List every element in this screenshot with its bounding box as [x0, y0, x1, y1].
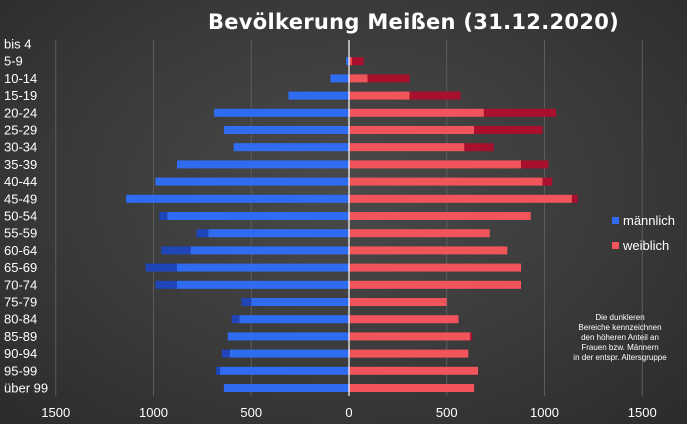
- category-label: 50-54: [4, 209, 37, 224]
- chart-annotation: Die dunkleren Bereiche kennzeichnen den …: [560, 313, 680, 363]
- bar-female-excess: [542, 177, 553, 186]
- bar-male-excess: [221, 349, 230, 358]
- bar-male: [229, 349, 349, 358]
- category-label: 5-9: [4, 54, 23, 69]
- bar-female: [349, 160, 522, 169]
- legend-label-male: männlich: [623, 213, 675, 228]
- bar-male: [223, 384, 349, 392]
- x-tick-label: 1500: [628, 405, 657, 420]
- bar-male-excess: [241, 298, 252, 306]
- category-label: 45-49: [4, 191, 37, 206]
- bar-female-excess: [474, 126, 543, 134]
- bar-male-excess: [216, 366, 220, 375]
- bar-female: [349, 143, 465, 152]
- bar-female-excess: [571, 194, 578, 203]
- bar-male-excess: [159, 212, 168, 220]
- bar-female-excess: [409, 91, 461, 100]
- category-label: 25-29: [4, 123, 37, 138]
- legend-label-female: weiblich: [622, 238, 669, 253]
- bar-male-excess: [155, 280, 177, 289]
- bar-female-excess: [483, 108, 557, 117]
- bar-male: [155, 177, 349, 186]
- annotation-line: Die dunkleren: [595, 313, 645, 322]
- category-label: 15-19: [4, 88, 37, 103]
- bar-male: [219, 366, 349, 375]
- bar-male-excess: [231, 315, 240, 324]
- bar-female: [349, 126, 475, 134]
- bar-male: [176, 263, 349, 272]
- category-label: bis 4: [4, 37, 31, 52]
- category-label: 35-39: [4, 157, 37, 172]
- bar-female: [349, 246, 508, 255]
- bar-female: [349, 349, 469, 358]
- bar-female: [349, 108, 484, 117]
- bar-male-excess: [145, 263, 177, 272]
- bar-female: [349, 315, 459, 324]
- bar-male: [167, 212, 349, 220]
- category-label: 65-69: [4, 260, 37, 275]
- legend-swatch-male: [612, 217, 619, 224]
- x-tick-label: 1000: [530, 405, 559, 420]
- bar-male: [251, 298, 349, 306]
- bar-female: [349, 298, 447, 306]
- bar-male: [227, 332, 349, 341]
- bar-female: [349, 212, 531, 220]
- bar-female: [349, 366, 479, 375]
- category-label: 90-94: [4, 346, 37, 361]
- category-label: 55-59: [4, 226, 37, 241]
- x-tick-label: 500: [436, 405, 458, 420]
- bar-male-excess: [196, 229, 209, 238]
- bar-male: [126, 194, 349, 203]
- bar-female: [349, 74, 368, 83]
- bar-female-excess: [464, 143, 494, 152]
- bar-male: [223, 126, 349, 134]
- chart-title: Bevölkerung Meißen (31.12.2020): [207, 10, 620, 34]
- bar-female: [349, 229, 490, 238]
- bar-female: [349, 194, 572, 203]
- bar-male: [176, 160, 349, 169]
- category-label: 70-74: [4, 277, 37, 292]
- category-label: 40-44: [4, 174, 37, 189]
- bar-male: [288, 91, 349, 100]
- bar-male-excess: [161, 246, 191, 255]
- bar-male: [208, 229, 349, 238]
- bar-female: [349, 57, 352, 66]
- annotation-line: in der entspr. Altersgruppe: [573, 353, 667, 362]
- category-label: 80-84: [4, 312, 37, 327]
- category-label: 30-34: [4, 140, 37, 155]
- category-label: 10-14: [4, 71, 37, 86]
- category-label: 60-64: [4, 243, 37, 258]
- bar-male: [190, 246, 349, 255]
- bar-male: [214, 108, 349, 117]
- annotation-line: Bereiche kennzeichnen: [578, 323, 662, 332]
- category-label: 75-79: [4, 295, 37, 310]
- annotation-line: den höheren Anteil an: [581, 333, 659, 342]
- x-tick-label: 1000: [139, 405, 168, 420]
- bar-female-excess: [351, 57, 364, 66]
- category-label: über 99: [4, 381, 48, 396]
- bar-female: [349, 91, 410, 100]
- bar-male: [346, 57, 349, 66]
- category-label: 85-89: [4, 329, 37, 344]
- bar-female-excess: [470, 332, 473, 341]
- annotation-line: Frauen bzw. Männern: [581, 343, 659, 352]
- bar-female-excess: [521, 160, 549, 169]
- category-label: 95-99: [4, 363, 37, 378]
- legend-swatch-female: [612, 242, 619, 249]
- bar-female-excess: [367, 74, 410, 83]
- bar-female: [349, 332, 471, 341]
- bar-female: [349, 177, 543, 186]
- x-tick-label: 1500: [41, 405, 70, 420]
- bar-female: [349, 263, 522, 272]
- bar-male: [330, 74, 349, 83]
- bar-male: [176, 280, 349, 289]
- bar-male: [239, 315, 349, 324]
- bar-male: [233, 143, 349, 152]
- bar-female: [349, 384, 475, 392]
- bar-female: [349, 280, 522, 289]
- x-tick-label: 500: [240, 405, 262, 420]
- category-label: 20-24: [4, 105, 37, 120]
- x-tick-label: 0: [345, 405, 352, 420]
